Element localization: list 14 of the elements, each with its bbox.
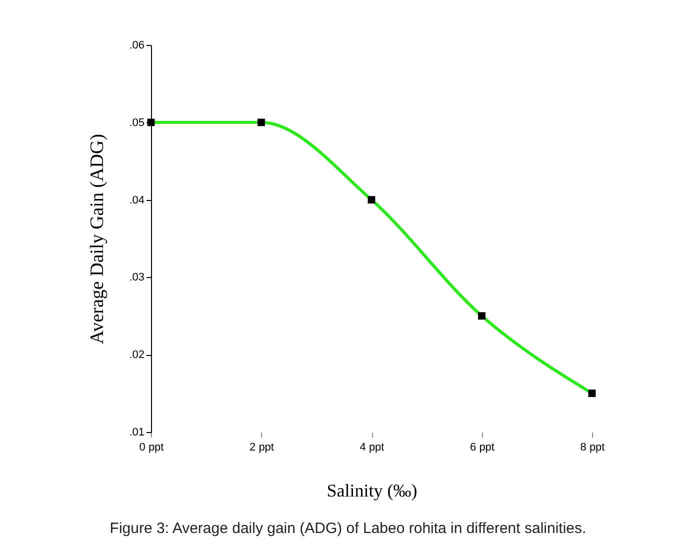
x-tick-label: 0 ppt [139,442,164,454]
x-tick-label: 2 ppt [250,442,274,454]
x-axis-title: Salinity (‰) [326,480,418,500]
x-tick-label: 6 ppt [470,442,494,454]
y-tick-label: .04 [129,194,144,206]
caption: Figure 3: Average daily gain (ADG) of Labeo rohita in different salinities. [108,520,588,537]
y-tick-label: .01 [129,426,144,438]
y-tick-label: .03 [129,272,144,284]
y-tick-label: .05 [129,116,144,129]
x-tick-label: 4 ppt [360,442,384,454]
x-tick-label: 8 ppt [580,442,605,454]
y-tick-label: .06 [129,40,144,52]
y-axis-title: Average Daily Gain (ADG) [87,134,108,344]
y-tick-label: .02 [129,349,144,362]
